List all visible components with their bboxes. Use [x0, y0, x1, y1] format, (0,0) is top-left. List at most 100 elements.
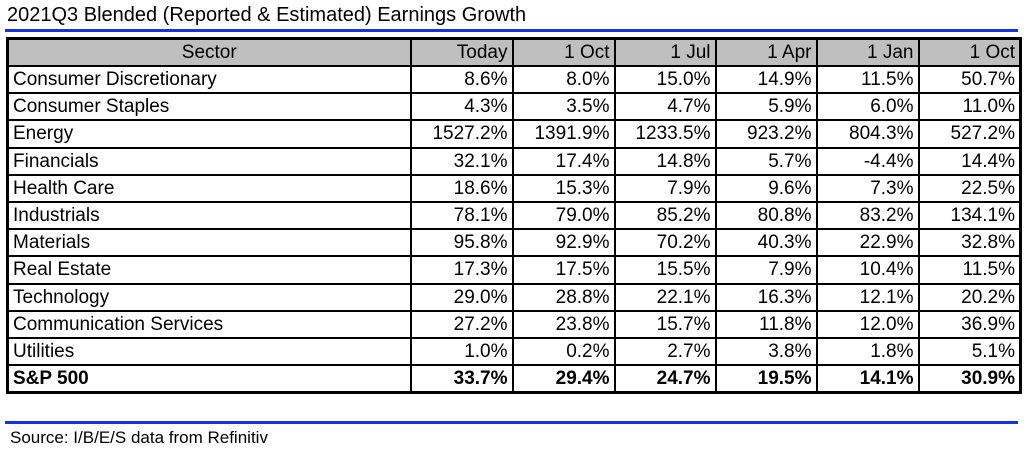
column-header-date: 1 Apr [714, 37, 818, 67]
growth-cell: 7.9% [714, 255, 818, 285]
growth-cell: 79.0% [511, 200, 616, 231]
sector-cell: Consumer Discretionary [6, 64, 412, 95]
growth-cell: 11.5% [815, 64, 920, 95]
growth-cell: 8.0% [511, 64, 616, 95]
growth-cell: 527.2% [917, 119, 1022, 149]
growth-cell: 15.7% [613, 309, 717, 339]
growth-cell: 16.3% [714, 282, 818, 312]
column-header-date: Today [409, 37, 514, 67]
growth-cell: 10.4% [815, 255, 920, 285]
growth-cell: 70.2% [613, 228, 717, 258]
sector-cell: Materials [6, 228, 412, 258]
table-row: Real Estate 17.3% 17.5% 15.5% 7.9% 10.4% 11.5% [6, 255, 1022, 285]
sector-cell: Technology [6, 282, 412, 312]
table-row: Communication Services 27.2% 23.8% 15.7% 11.… [6, 309, 1022, 339]
table-row: Materials 95.8% 92.9% 70.2% 40.3% 22.9% 32.8% [6, 228, 1022, 258]
growth-cell: 1391.9% [511, 119, 616, 149]
growth-cell: 7.9% [613, 173, 717, 203]
growth-cell: 83.2% [815, 200, 920, 231]
table-row: Utilities 1.0% 0.2% 2.7% 3.8% 1.8% 5.1% [6, 336, 1022, 367]
sector-cell: S&P 500 [6, 364, 412, 394]
growth-cell: 923.2% [714, 119, 818, 149]
growth-cell: 3.5% [511, 92, 616, 122]
total-row: S&P 500 33.7% 29.4% 24.7% 19.5% 14.1% 30.9% [6, 364, 1022, 394]
growth-cell: 22.5% [917, 173, 1022, 203]
growth-cell: 22.9% [815, 228, 920, 258]
growth-cell: 4.7% [613, 92, 717, 122]
column-header-date: 1 Jan [815, 37, 920, 67]
growth-cell: 15.3% [511, 173, 616, 203]
growth-cell: -4.4% [815, 146, 920, 176]
growth-cell: 80.8% [714, 200, 818, 231]
growth-cell: 29.4% [511, 364, 616, 394]
growth-cell: 14.9% [714, 64, 818, 95]
growth-cell: 12.1% [815, 282, 920, 312]
table-row: Health Care 18.6% 15.3% 7.9% 9.6% 7.3% 22.5% [6, 173, 1022, 203]
sector-cell: Consumer Staples [6, 92, 412, 122]
growth-cell: 29.0% [409, 282, 514, 312]
growth-cell: 12.0% [815, 309, 920, 339]
growth-cell: 19.5% [714, 364, 818, 394]
growth-cell: 27.2% [409, 309, 514, 339]
growth-cell: 32.8% [917, 228, 1022, 258]
table-row: Industrials 78.1% 79.0% 85.2% 80.8% 83.2% 134.… [6, 200, 1022, 231]
sector-cell: Industrials [6, 200, 412, 231]
growth-cell: 33.7% [409, 364, 514, 394]
growth-cell: 40.3% [714, 228, 818, 258]
growth-cell: 5.9% [714, 92, 818, 122]
growth-cell: 14.1% [815, 364, 920, 394]
growth-cell: 20.2% [917, 282, 1022, 312]
growth-cell: 14.8% [613, 146, 717, 176]
growth-cell: 50.7% [917, 64, 1022, 95]
growth-cell: 32.1% [409, 146, 514, 176]
growth-cell: 0.2% [511, 336, 616, 367]
growth-cell: 1.8% [815, 336, 920, 367]
growth-cell: 15.5% [613, 255, 717, 285]
growth-cell: 22.1% [613, 282, 717, 312]
growth-cell: 11.0% [917, 92, 1022, 122]
growth-cell: 7.3% [815, 173, 920, 203]
growth-cell: 4.3% [409, 92, 514, 122]
growth-cell: 9.6% [714, 173, 818, 203]
sector-cell: Real Estate [6, 255, 412, 285]
growth-cell: 1.0% [409, 336, 514, 367]
growth-cell: 24.7% [613, 364, 717, 394]
sector-cell: Financials [6, 146, 412, 176]
column-header-date: 1 Oct [511, 37, 616, 67]
table-title: 2021Q3 Blended (Reported & Estimated) Ea… [7, 4, 527, 26]
sector-cell: Health Care [6, 173, 412, 203]
growth-cell: 95.8% [409, 228, 514, 258]
table-row: Energy 1527.2% 1391.9% 1233.5% 923.2% 804.3% 5… [6, 119, 1022, 149]
growth-cell: 15.0% [613, 64, 717, 95]
growth-cell: 92.9% [511, 228, 616, 258]
growth-cell: 17.4% [511, 146, 616, 176]
table-row: Consumer Discretionary 8.6% 8.0% 15.0% 14.9%… [6, 64, 1022, 95]
growth-cell: 8.6% [409, 64, 514, 95]
growth-cell: 5.7% [714, 146, 818, 176]
growth-cell: 6.0% [815, 92, 920, 122]
growth-cell: 5.1% [917, 336, 1022, 367]
top-divider [5, 29, 1018, 32]
header-row: Sector Today 1 Oct 1 Jul 1 Apr 1 Jan 1 Oct [6, 37, 1022, 67]
growth-cell: 28.8% [511, 282, 616, 312]
growth-cell: 30.9% [917, 364, 1022, 394]
source-note: Source: I/B/E/S data from Refinitiv [10, 428, 268, 447]
table-row: Financials 32.1% 17.4% 14.8% 5.7% -4.4% 14.4% [6, 146, 1022, 176]
growth-cell: 23.8% [511, 309, 616, 339]
column-header-sector: Sector [6, 37, 412, 67]
growth-cell: 134.1% [917, 200, 1022, 231]
growth-cell: 2.7% [613, 336, 717, 367]
growth-cell: 11.5% [917, 255, 1022, 285]
growth-cell: 1527.2% [409, 119, 514, 149]
growth-cell: 804.3% [815, 119, 920, 149]
growth-cell: 18.6% [409, 173, 514, 203]
table-row: Consumer Staples 4.3% 3.5% 4.7% 5.9% 6.0% 11.0… [6, 92, 1022, 122]
sector-cell: Communication Services [6, 309, 412, 339]
growth-cell: 85.2% [613, 200, 717, 231]
growth-cell: 36.9% [917, 309, 1022, 339]
earnings-growth-table: Sector Today 1 Oct 1 Jul 1 Apr 1 Jan 1 Oct Con… [6, 37, 1022, 395]
growth-cell: 17.3% [409, 255, 514, 285]
column-header-date: 1 Jul [613, 37, 717, 67]
sector-cell: Utilities [6, 336, 412, 367]
column-header-date: 1 Oct [917, 37, 1022, 67]
